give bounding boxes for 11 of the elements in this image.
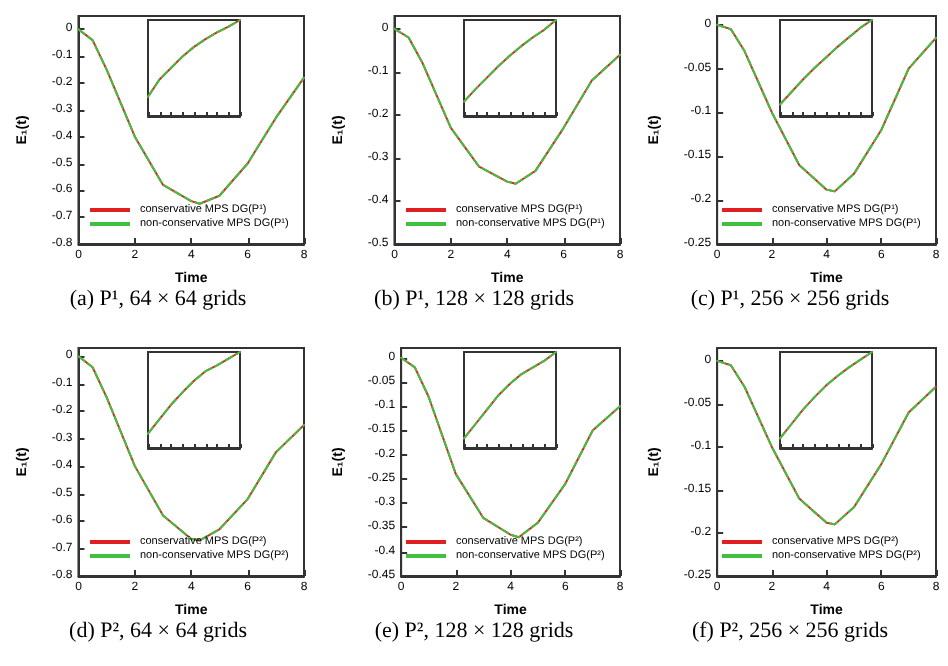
line-series	[393, 27, 621, 185]
line-series	[716, 23, 937, 193]
text: (a) P¹, 64 × 64 grids	[69, 287, 247, 311]
line-series	[400, 356, 621, 539]
text: (f) P², 256 × 256 grids	[691, 619, 889, 643]
text: (e) P², 128 × 128 grids	[374, 619, 574, 643]
text: (d) P², 64 × 64 grids	[69, 619, 247, 643]
line-series	[716, 359, 937, 526]
text: (b) P¹, 128 × 128 grids	[374, 287, 574, 311]
text: (c) P¹, 256 × 256 grids	[690, 287, 890, 311]
line-series	[77, 28, 305, 205]
